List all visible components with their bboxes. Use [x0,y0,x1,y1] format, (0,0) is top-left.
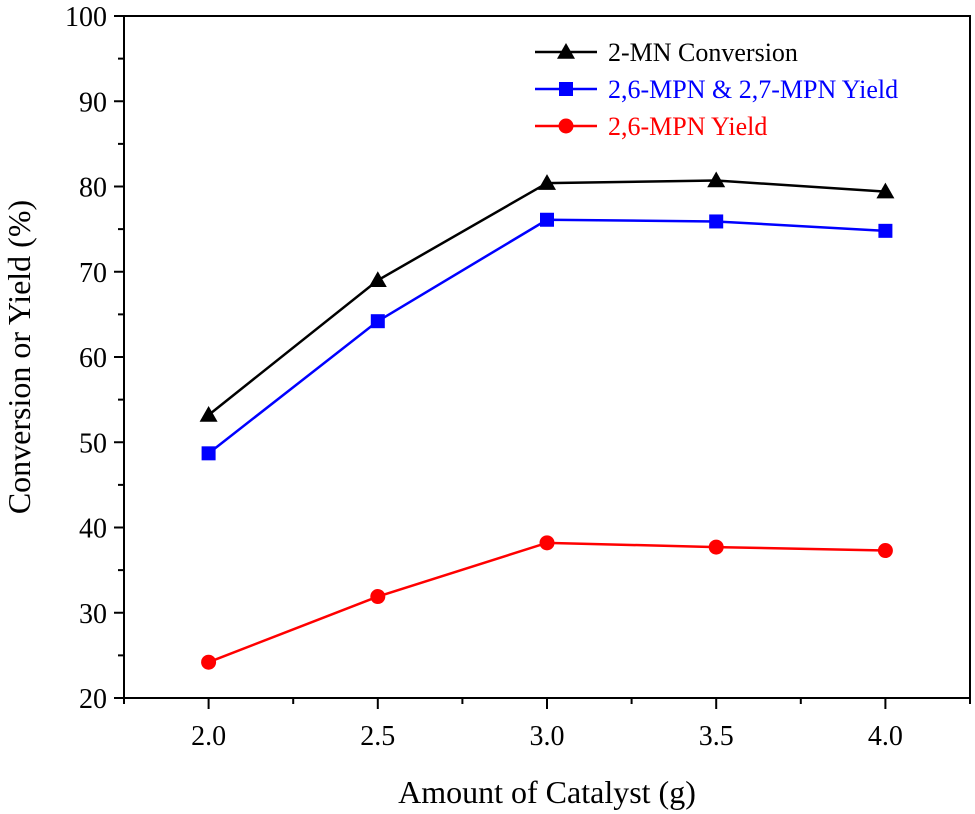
data-point [199,405,218,422]
legend-marker [558,118,574,134]
y-tick-label: 30 [79,599,107,630]
data-point [709,214,724,229]
y-tick-label: 100 [65,2,107,33]
legend-item: 2,6-MPN & 2,7-MPN Yield [535,75,898,104]
y-tick-label: 40 [79,514,107,545]
series-3 [201,535,893,670]
tick-labels: 2.0 2.5 3.0 3.5 4.0 20 30 40 50 60 70 80 90 100 [65,2,903,752]
y-tick-label: 90 [79,87,107,118]
x-tick-label: 3.0 [530,721,565,752]
y-axis-label: Conversion or Yield (%) [1,200,37,514]
series-1 [199,171,895,422]
x-axis-label: Amount of Catalyst (g) [398,774,696,810]
plot-frame [123,15,971,699]
data-point [368,271,387,288]
legend-label: 2,6-MPN Yield [608,112,767,141]
series-layer [199,171,895,670]
x-tick-label: 4.0 [868,721,903,752]
legend: 2-MN Conversion 2,6-MPN & 2,7-MPN Yield 2,… [535,38,898,141]
legend-label: 2-MN Conversion [608,38,798,67]
data-point [878,223,893,238]
data-point [201,654,217,670]
y-tick-label: 70 [79,258,107,289]
data-point [540,212,554,227]
data-point [538,174,556,190]
x-tick-label: 2.5 [360,721,395,752]
data-point [707,171,726,188]
series-2 [201,212,893,461]
data-point [201,446,216,461]
data-point [539,535,555,551]
data-point [877,543,893,559]
y-tick-label: 50 [79,428,107,459]
legend-marker [557,43,575,59]
data-point [708,539,724,555]
x-tick-label: 3.5 [699,721,734,752]
y-tick-label: 20 [79,684,107,715]
y-tick-label: 80 [79,173,107,204]
legend-marker [559,82,573,96]
y-tick-label: 60 [79,343,107,374]
x-tick-label: 2.0 [191,721,226,752]
data-point [370,314,385,329]
legend-label: 2,6-MPN & 2,7-MPN Yield [608,75,898,104]
legend-item: 2-MN Conversion [535,38,798,67]
data-point [876,182,895,199]
data-point [370,589,386,605]
legend-item: 2,6-MPN Yield [535,112,767,141]
